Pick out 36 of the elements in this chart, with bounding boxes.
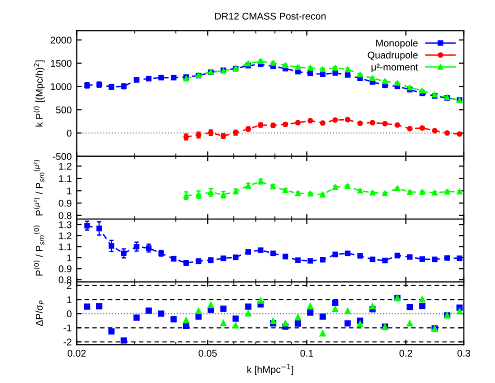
x-tick-label: 0.02	[68, 350, 86, 357]
y-tick-label: 2	[66, 282, 72, 289]
y-tick-label: 500	[56, 106, 72, 114]
y-tick-label: 0.9	[58, 265, 72, 272]
y-tick-label: -2	[64, 338, 72, 346]
x-axis-title: k [hMpc$^{−1}$]	[247, 364, 294, 375]
y-tick-label: 1	[67, 254, 72, 262]
legend-label: μ²-moment	[372, 64, 418, 72]
y-tick-label: 2000	[50, 36, 72, 44]
y-tick-label: 0	[66, 310, 72, 318]
y-tick-label: 1	[67, 188, 72, 194]
y-tick-label: 1.3	[59, 221, 72, 228]
y-tick-label: 1.2	[59, 162, 72, 170]
y-axis-title: k P$^{(l)}$ [(Mpc/h)$^{2}$]	[34, 60, 45, 126]
y-tick-label: 0.8	[58, 212, 72, 219]
x-tick-label: 0.2	[399, 350, 412, 357]
chart-title: DR12 CMASS Post-recon	[215, 12, 326, 20]
y-tick-label: 1500	[50, 60, 72, 67]
y-tick-label: 1000	[50, 83, 72, 90]
y-tick-label: 1.1	[59, 175, 72, 182]
y-tick-label: 1.2	[59, 232, 72, 240]
legend-label: Monopole	[376, 39, 418, 48]
y-tick-label: 1.1	[59, 243, 72, 250]
y-axis-title: ΔP/σ$_{P}$	[36, 300, 44, 326]
y-axis-title: P$^{(0)}$ / P$_{sm}$$^{(0)}$	[34, 226, 44, 276]
y-tick-label: -1	[64, 324, 72, 332]
y-tick-label: 0	[66, 130, 72, 137]
legend-label: Quadrupole	[368, 51, 418, 60]
y-tick-label: -500	[52, 153, 72, 160]
y-tick-label: 0.8	[58, 276, 72, 284]
y-tick-label: 0.9	[58, 200, 72, 207]
y-axis-title: P$^{(μ²)}$ / P$_{sm}$$^{(μ²)}$	[34, 160, 44, 216]
x-tick-label: 0.05	[198, 350, 217, 357]
x-tick-label: 0.3	[457, 350, 470, 357]
x-tick-label: 0.1	[300, 350, 314, 357]
y-tick-label: 1	[67, 296, 72, 304]
